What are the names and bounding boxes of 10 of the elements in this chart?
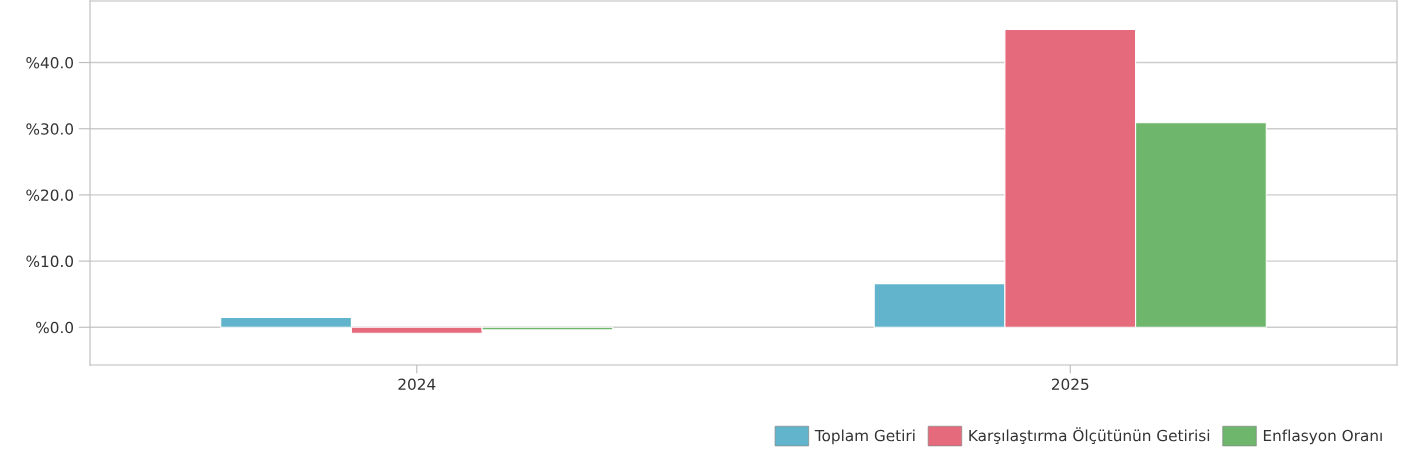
y-tick-label: %30.0 [26, 123, 74, 135]
y-tick-label: %10.0 [26, 255, 74, 268]
y-tick-label: %20.0 [26, 189, 74, 201]
legend-label: Karşılaştırma Ölçütünün Getirisi [969, 427, 1210, 445]
y-tick-label: %0.0 [36, 321, 74, 334]
legend-label: Enflasyon Oranı [1263, 429, 1382, 445]
x-tick-label: 2024 [398, 378, 436, 391]
x-tick-label: 2025 [1051, 378, 1089, 391]
y-tick-label: %40.0 [26, 57, 74, 69]
legend-label: Toplam Getiri [814, 429, 915, 445]
